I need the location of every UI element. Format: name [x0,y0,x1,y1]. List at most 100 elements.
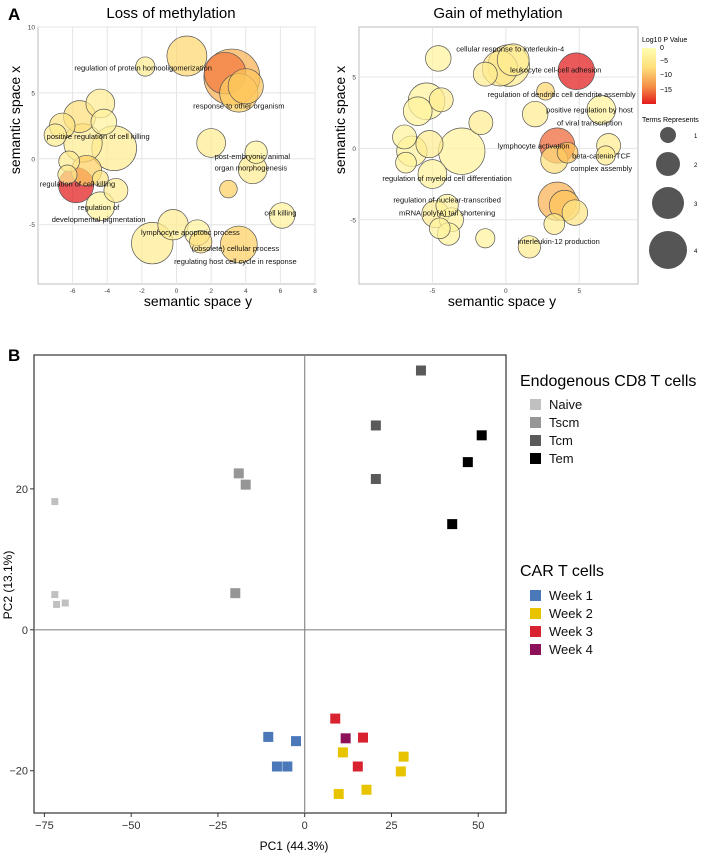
pca-point-week-1 [282,761,293,772]
pca-point-week-1 [271,761,282,772]
pca-point-week-3 [330,713,341,724]
panel-label-b: B [8,346,20,365]
y-tick-label: 0 [22,625,28,637]
pca-point-naive [61,599,69,607]
term-label: regulation of nuclear-transcribed [393,196,501,205]
x-tick-label: 8 [313,288,317,295]
term-bubble [496,43,530,77]
term-bubble [395,151,417,174]
size-legend-title: Terms Represents [642,117,699,124]
legend-label-week-4: Week 4 [549,642,593,657]
x-tick-label: -4 [104,288,110,295]
term-label: regulating host cell cycle in response [174,257,297,266]
term-bubble [472,61,498,87]
gain-chart-title: Gain of methylation [433,5,562,22]
x-tick-label: 0 [504,288,508,295]
term-bubble [561,199,589,226]
x-tick-label: 6 [279,288,283,295]
term-bubble [429,217,451,240]
car-legend-title: CAR T cells [520,563,604,580]
term-label: regulation of protein homooligomerizatio… [74,63,212,72]
gain-y-axis-label: semantic space x [332,66,348,174]
y-tick-label: 0 [352,146,356,153]
size-legend-label: 4 [694,249,698,255]
x-tick-label: 25 [385,820,397,832]
size-legend-circle-1 [660,127,676,143]
pca-point-tcm [370,474,381,485]
pca-point-tem [447,519,458,530]
legend-swatch-tem [530,453,541,464]
gain-methylation-chart: Gain of methylation cellular response to… [332,5,639,309]
pvalue-tick: −15 [660,87,672,94]
term-bubble [392,124,417,150]
pca-point-tem [476,430,487,441]
x-tick-label: 4 [244,288,248,295]
legend-swatch-tcm [530,435,541,446]
term-bubble [402,96,433,126]
term-bubble [91,170,109,187]
term-bubble [417,159,448,189]
pca-point-tscm [240,479,251,490]
pca-point-week-2 [395,766,406,777]
legend-swatch-naive [530,399,541,410]
car-legend-items: Week 1 Week 2 Week 3 Week 4 [530,588,593,657]
term-bubble [595,145,616,166]
legend-swatch-tscm [530,417,541,428]
legend-label-week-3: Week 3 [549,624,593,639]
term-label: regulation of myeloid cell differentiati… [382,174,512,183]
x-tick-label: 5 [577,288,581,295]
legend-label-naive: Naive [549,397,582,412]
y-tick-label: 10 [28,25,36,32]
term-bubble [543,213,566,235]
pca-point-naive [51,498,59,506]
term-bubble [475,228,496,249]
pvalue-tick: −5 [660,58,668,65]
y-tick-label: 0 [31,156,35,163]
x-tick-label: 0 [302,820,308,832]
pvalue-tick: −10 [660,72,672,79]
term-label: lymphocyte activation [498,141,570,150]
term-bubble [468,110,494,136]
term-bubble [189,230,213,254]
pca-point-week-1 [263,731,274,742]
pca-point-tem [462,457,473,468]
x-tick-label: 2 [209,288,213,295]
pca-point-week-1 [291,736,302,747]
legend-label-week-1: Week 1 [549,588,593,603]
term-bubble [219,179,238,199]
term-label: organ morphogenesis [215,164,288,173]
term-bubble [227,68,264,105]
pca-point-tscm [230,588,241,599]
loss-y-axis-label: semantic space x [7,66,23,174]
pca-point-tcm [415,365,426,376]
term-label: cellular response to interleukin-4 [456,44,564,53]
term-bubble [244,140,268,164]
term-label: (obsolete) cellular process [192,244,280,253]
y-tick-label: 20 [16,484,28,496]
size-legend-circle-3 [652,187,684,219]
term-label: of viral transcription [557,119,622,128]
y-tick-label: 5 [352,74,356,81]
legend-label-tem: Tem [549,451,574,466]
term-label: developmental pigmentation [52,215,146,224]
pca-point-tscm [233,468,244,479]
pca-legend: Endogenous CD8 T cells Naive Tscm Tcm Tem C… [520,373,696,657]
size-legend-circle-4 [649,231,687,269]
pca-point-week-2 [361,784,372,795]
term-bubble [522,100,549,128]
term-bubble [536,82,555,101]
pca-points [51,365,487,799]
x-tick-label: -2 [139,288,145,295]
term-bubble [428,87,454,113]
endogenous-legend-title: Endogenous CD8 T cells [520,373,696,390]
pca-chart: −75 −50 −25 0 25 50 −20 0 20 PC1 (44.3%) PC2 (13… [1,354,507,853]
term-label: post-embryonic animal [215,152,291,161]
size-legend-label: 1 [694,134,698,140]
size-legend-circle-2 [656,152,680,176]
term-bubble [415,130,444,159]
pca-point-naive [53,600,61,608]
x-tick-label: -5 [430,288,436,295]
term-bubble [556,141,579,164]
term-label: complex assembly [570,164,632,173]
